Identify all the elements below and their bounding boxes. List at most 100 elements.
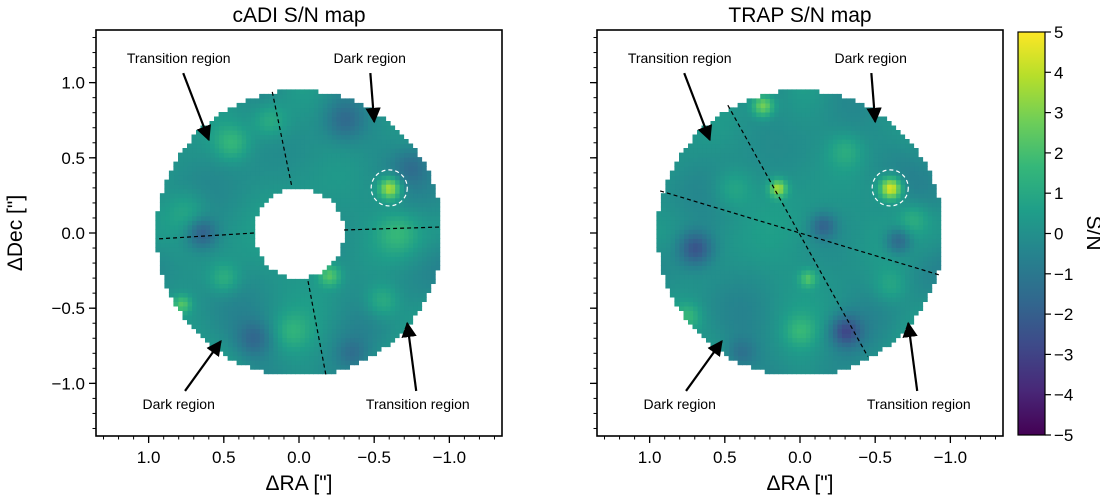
heatmap-cell	[809, 188, 815, 194]
heatmap-cell	[872, 333, 879, 339]
heatmap-cell	[764, 161, 770, 167]
heatmap-cell	[344, 229, 351, 235]
heatmap-cell	[778, 342, 784, 348]
heatmap-cell	[778, 134, 784, 140]
heatmap-cell	[900, 251, 906, 257]
heatmap-cell	[250, 202, 256, 208]
heatmap-cell	[800, 206, 806, 212]
heatmap-cell	[313, 102, 319, 109]
heatmap-cell	[823, 202, 829, 208]
heatmap-cell	[886, 184, 892, 190]
heatmap-cell	[164, 265, 170, 271]
heatmap-cell	[227, 211, 233, 217]
heatmap-cell	[769, 116, 775, 122]
heatmap-cell	[196, 130, 202, 136]
heatmap-cell	[268, 283, 274, 289]
heatmap-cell	[268, 116, 274, 122]
heatmap-cell	[809, 143, 815, 149]
heatmap-cell	[394, 256, 400, 262]
heatmap-cell	[891, 188, 897, 194]
heatmap-cell	[399, 319, 405, 325]
heatmap-cell	[376, 148, 382, 154]
heatmap-cell	[254, 251, 260, 257]
heatmap-cell	[209, 233, 215, 239]
heatmap-cell	[823, 251, 829, 257]
heatmap-cell	[841, 265, 847, 271]
heatmap-cell	[340, 242, 346, 248]
heatmap-cell	[868, 233, 874, 239]
heatmap-cell	[886, 179, 892, 185]
heatmap-cell	[214, 287, 220, 294]
heatmap-cell	[349, 206, 355, 212]
heatmap-cell	[854, 179, 861, 185]
heatmap-cell	[823, 175, 829, 181]
heatmap-cell	[245, 175, 251, 181]
heatmap-cell	[358, 256, 364, 262]
heatmap-cell	[814, 116, 820, 122]
heatmap-cell	[362, 324, 369, 330]
heatmap-cell	[263, 360, 269, 366]
heatmap-cell	[277, 324, 283, 330]
heatmap-cell	[841, 130, 847, 136]
heatmap-cell	[818, 274, 824, 280]
heatmap-cell	[259, 364, 265, 370]
heatmap-cell	[800, 102, 806, 109]
heatmap-cell	[787, 342, 793, 348]
heatmap-cell	[412, 211, 418, 217]
heatmap-cell	[836, 292, 842, 298]
heatmap-cell	[209, 229, 215, 235]
heatmap-cell	[430, 278, 436, 285]
heatmap-cell	[854, 296, 861, 303]
heatmap-cell	[814, 112, 820, 118]
heatmap-cell	[362, 310, 369, 316]
heatmap-cell	[376, 157, 382, 163]
cadi-title: cADI S/N map	[232, 4, 365, 27]
heatmap-cell	[863, 310, 870, 316]
heatmap-cell	[782, 351, 788, 357]
heatmap-cell	[836, 333, 842, 339]
heatmap-cell	[845, 242, 852, 248]
heatmap-cell	[805, 170, 811, 176]
heatmap-cell	[358, 102, 364, 109]
heatmap-cell	[178, 224, 184, 230]
heatmap-cell	[868, 179, 874, 185]
heatmap-cell	[290, 315, 296, 321]
heatmap-cell	[877, 143, 883, 149]
heatmap-cell	[322, 360, 328, 366]
heatmap-cell	[232, 278, 238, 285]
heatmap-cell	[371, 256, 378, 262]
heatmap-cell	[891, 247, 897, 253]
heatmap-cell	[295, 102, 301, 109]
heatmap-cell	[782, 184, 788, 190]
cadi-xlabel: ΔRA ["]	[266, 472, 333, 495]
heatmap-cell	[832, 274, 838, 280]
heatmap-cell	[845, 211, 852, 217]
heatmap-cell	[805, 211, 811, 217]
heatmap-cell	[371, 157, 378, 163]
heatmap-cell	[791, 278, 797, 285]
heatmap-cell	[814, 170, 820, 176]
heatmap-cell	[367, 342, 373, 348]
heatmap-cell	[326, 184, 332, 190]
heatmap-cell	[326, 296, 332, 303]
heatmap-cell	[209, 247, 215, 253]
heatmap-cell	[836, 193, 842, 199]
heatmap-cell	[408, 274, 414, 280]
heatmap-cell	[909, 301, 915, 307]
heatmap-cell	[259, 342, 265, 348]
heatmap-cell	[841, 170, 847, 176]
heatmap-cell	[376, 143, 382, 149]
heatmap-cell	[259, 283, 265, 289]
heatmap-cell	[326, 319, 332, 325]
heatmap-cell	[335, 197, 341, 203]
heatmap-cell	[295, 328, 301, 334]
heatmap-cell	[335, 157, 341, 163]
heatmap-cell	[931, 260, 937, 266]
heatmap-cell	[349, 269, 355, 275]
heatmap-cell	[232, 107, 238, 113]
heatmap-cell	[236, 265, 242, 271]
heatmap-cell	[394, 161, 400, 167]
heatmap-cell	[809, 355, 815, 361]
heatmap-cell	[335, 310, 341, 316]
heatmap-cell	[340, 265, 346, 271]
